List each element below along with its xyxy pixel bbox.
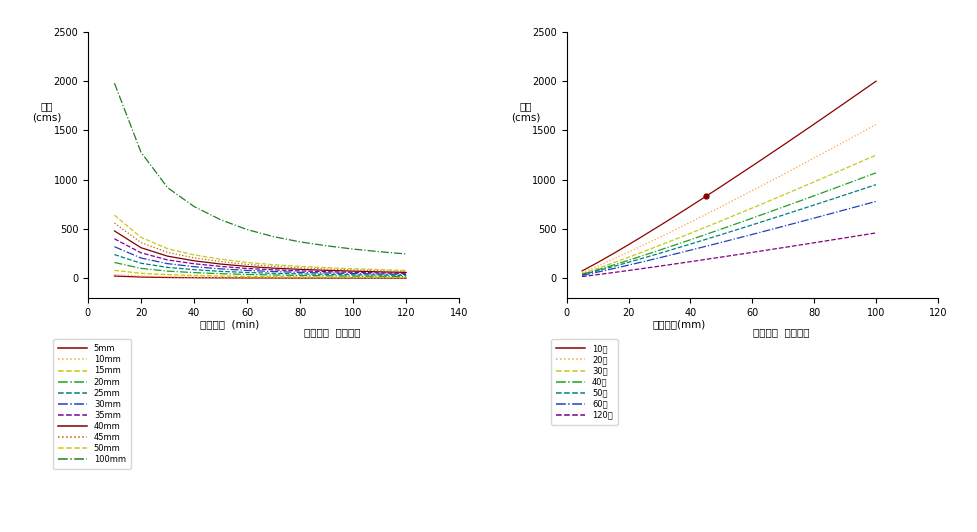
- Legend: 5mm, 10mm, 15mm, 20mm, 25mm, 30mm, 35mm, 40mm, 45mm, 50mm, 100mm: 5mm, 10mm, 15mm, 20mm, 25mm, 30mm, 35mm,…: [53, 339, 131, 469]
- Text: 유효강우  대실유량: 유효강우 대실유량: [753, 327, 810, 337]
- Text: 지속시간  (min): 지속시간 (min): [200, 319, 259, 329]
- Y-axis label: 유량
(cms): 유량 (cms): [32, 101, 62, 122]
- Y-axis label: 유량
(cms): 유량 (cms): [511, 101, 540, 122]
- Text: 유효강우  지속시간: 유효강우 지속시간: [304, 327, 361, 337]
- Text: 유효강우(mm): 유효강우(mm): [653, 319, 705, 329]
- Legend: 10분, 20분, 30분, 40분, 50분, 60분, 120분: 10분, 20분, 30분, 40분, 50분, 60분, 120분: [551, 339, 617, 425]
